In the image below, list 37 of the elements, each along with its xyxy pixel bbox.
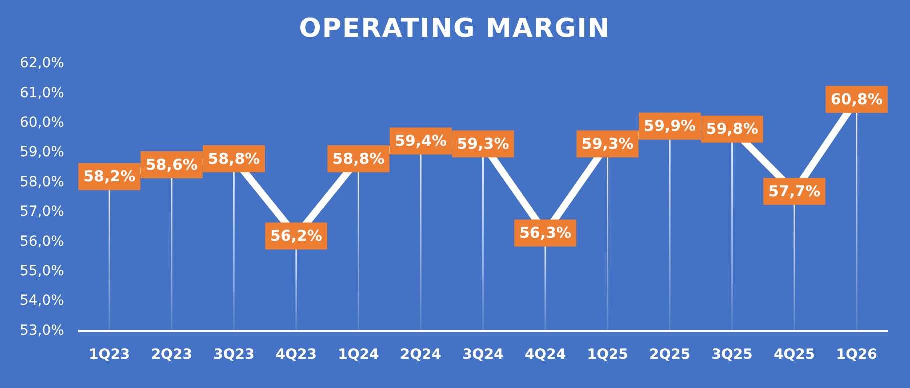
data-label: 58,2% bbox=[84, 168, 136, 186]
data-label: 56,3% bbox=[519, 224, 572, 242]
y-tick-label: 61,0% bbox=[20, 85, 64, 102]
y-tick-label: 58,0% bbox=[20, 174, 64, 190]
chart-title: OPERATING MARGIN bbox=[298, 14, 612, 44]
y-tick-label: 59,0% bbox=[20, 144, 64, 161]
data-label: 58,6% bbox=[146, 156, 198, 174]
x-tick-label: 4Q24 bbox=[524, 347, 566, 364]
x-tick-label: 1Q26 bbox=[836, 347, 878, 364]
data-label: 59,3% bbox=[457, 135, 510, 154]
y-tick-label: 54,0% bbox=[20, 293, 64, 310]
y-tick-label: 60,0% bbox=[20, 115, 64, 132]
x-tick-label: 3Q25 bbox=[712, 347, 753, 364]
x-tick-label: 1Q24 bbox=[338, 347, 380, 364]
y-tick-label: 57,0% bbox=[20, 204, 64, 220]
data-label: 58,8% bbox=[208, 150, 260, 168]
x-tick-label: 2Q24 bbox=[400, 347, 442, 364]
y-tick-label: 56,0% bbox=[20, 234, 64, 250]
data-label: 58,8% bbox=[332, 150, 385, 168]
y-tick-label: 53,0% bbox=[20, 322, 64, 339]
x-tick-label: 3Q23 bbox=[214, 347, 255, 364]
x-tick-label: 2Q23 bbox=[151, 347, 192, 364]
data-label: 57,7% bbox=[768, 182, 821, 201]
x-tick-label: 1Q23 bbox=[89, 347, 130, 364]
x-tick-label: 4Q23 bbox=[276, 347, 317, 364]
data-label: 59,4% bbox=[394, 132, 447, 150]
x-tick-label: 1Q25 bbox=[587, 347, 628, 364]
data-label: 56,2% bbox=[270, 227, 322, 246]
data-label: 59,3% bbox=[582, 135, 634, 154]
data-label: 59,9% bbox=[644, 117, 696, 136]
data-label: 59,8% bbox=[706, 120, 758, 138]
y-tick-label: 55,0% bbox=[20, 263, 64, 280]
x-tick-label: 2Q25 bbox=[649, 347, 691, 364]
x-tick-label: 3Q24 bbox=[462, 347, 504, 364]
x-tick-label: 4Q25 bbox=[774, 347, 816, 364]
data-label: 60,8% bbox=[830, 90, 883, 109]
y-tick-label: 62,0% bbox=[20, 56, 64, 72]
